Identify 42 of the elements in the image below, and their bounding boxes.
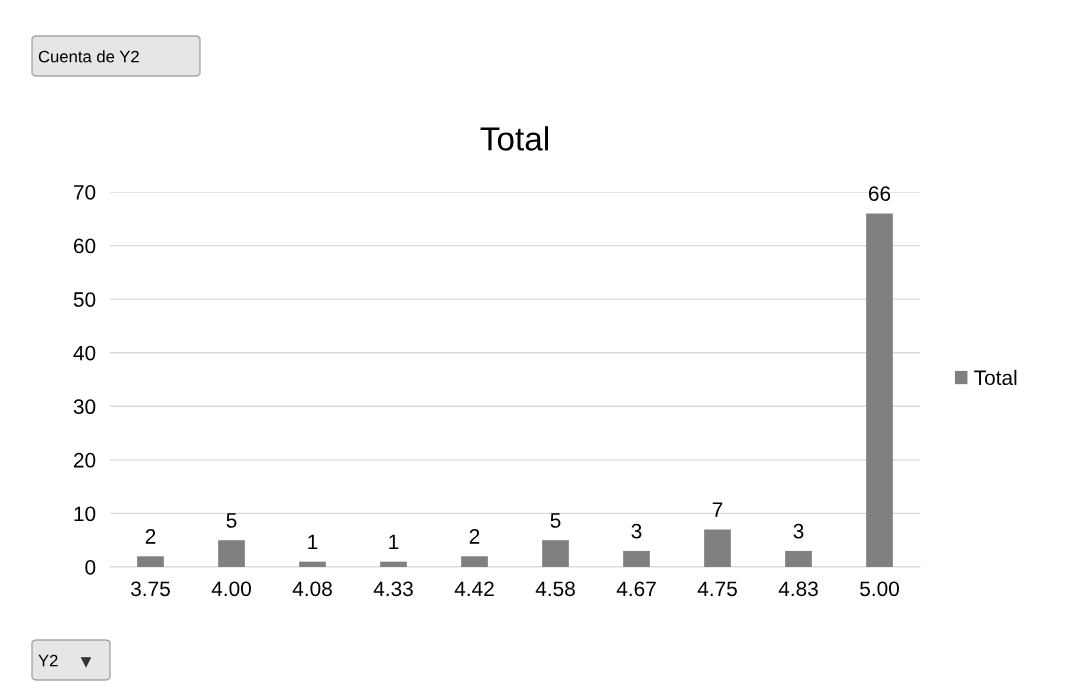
y-tick-label: 0 <box>85 560 96 575</box>
text: Y2 <box>38 654 58 667</box>
data-label: 66 <box>868 186 891 201</box>
data-label: 3 <box>793 523 804 539</box>
y-tick-label: 30 <box>73 399 96 415</box>
x-tick-label: 5.00 <box>860 581 899 597</box>
data-label: 5 <box>550 513 561 528</box>
data-label: 1 <box>308 534 318 549</box>
x-tick-label: 4.83 <box>778 581 818 597</box>
y-tick-label: 40 <box>73 345 96 361</box>
data-label: 2 <box>145 529 156 544</box>
y-tick-label: 60 <box>74 238 96 254</box>
data-label: 1 <box>389 534 399 549</box>
bar <box>623 550 650 567</box>
text: Cuenta de Y2 <box>38 50 139 63</box>
bar <box>461 556 488 567</box>
x-tick-label: 4.75 <box>697 581 737 597</box>
bar <box>380 561 407 567</box>
chart-title: Total <box>480 126 548 151</box>
bar <box>785 550 812 567</box>
legend-label: Total <box>974 369 1017 386</box>
bar <box>542 540 569 567</box>
data-label: 2 <box>469 529 480 544</box>
y-tick-label: 50 <box>73 292 96 307</box>
bar <box>704 529 731 567</box>
y-tick-label: 70 <box>74 185 96 200</box>
x-tick-label: 4.08 <box>292 581 332 597</box>
bar <box>137 556 164 567</box>
data-label: 7 <box>712 502 723 517</box>
x-tick-label: 4.42 <box>454 581 494 596</box>
x-tick-label: 4.00 <box>211 581 251 597</box>
bar <box>299 561 326 567</box>
x-tick-label: 4.58 <box>535 581 575 597</box>
y-tick-label: 10 <box>74 506 96 522</box>
x-tick-label: 3.75 <box>131 581 170 597</box>
bar <box>218 540 245 567</box>
x-tick-label: 4.33 <box>373 581 413 597</box>
data-label: 3 <box>631 523 642 539</box>
bar <box>866 213 893 567</box>
y-tick-label: 20 <box>73 452 96 468</box>
x-tick-label: 4.67 <box>616 581 656 597</box>
data-label: 5 <box>226 513 237 528</box>
